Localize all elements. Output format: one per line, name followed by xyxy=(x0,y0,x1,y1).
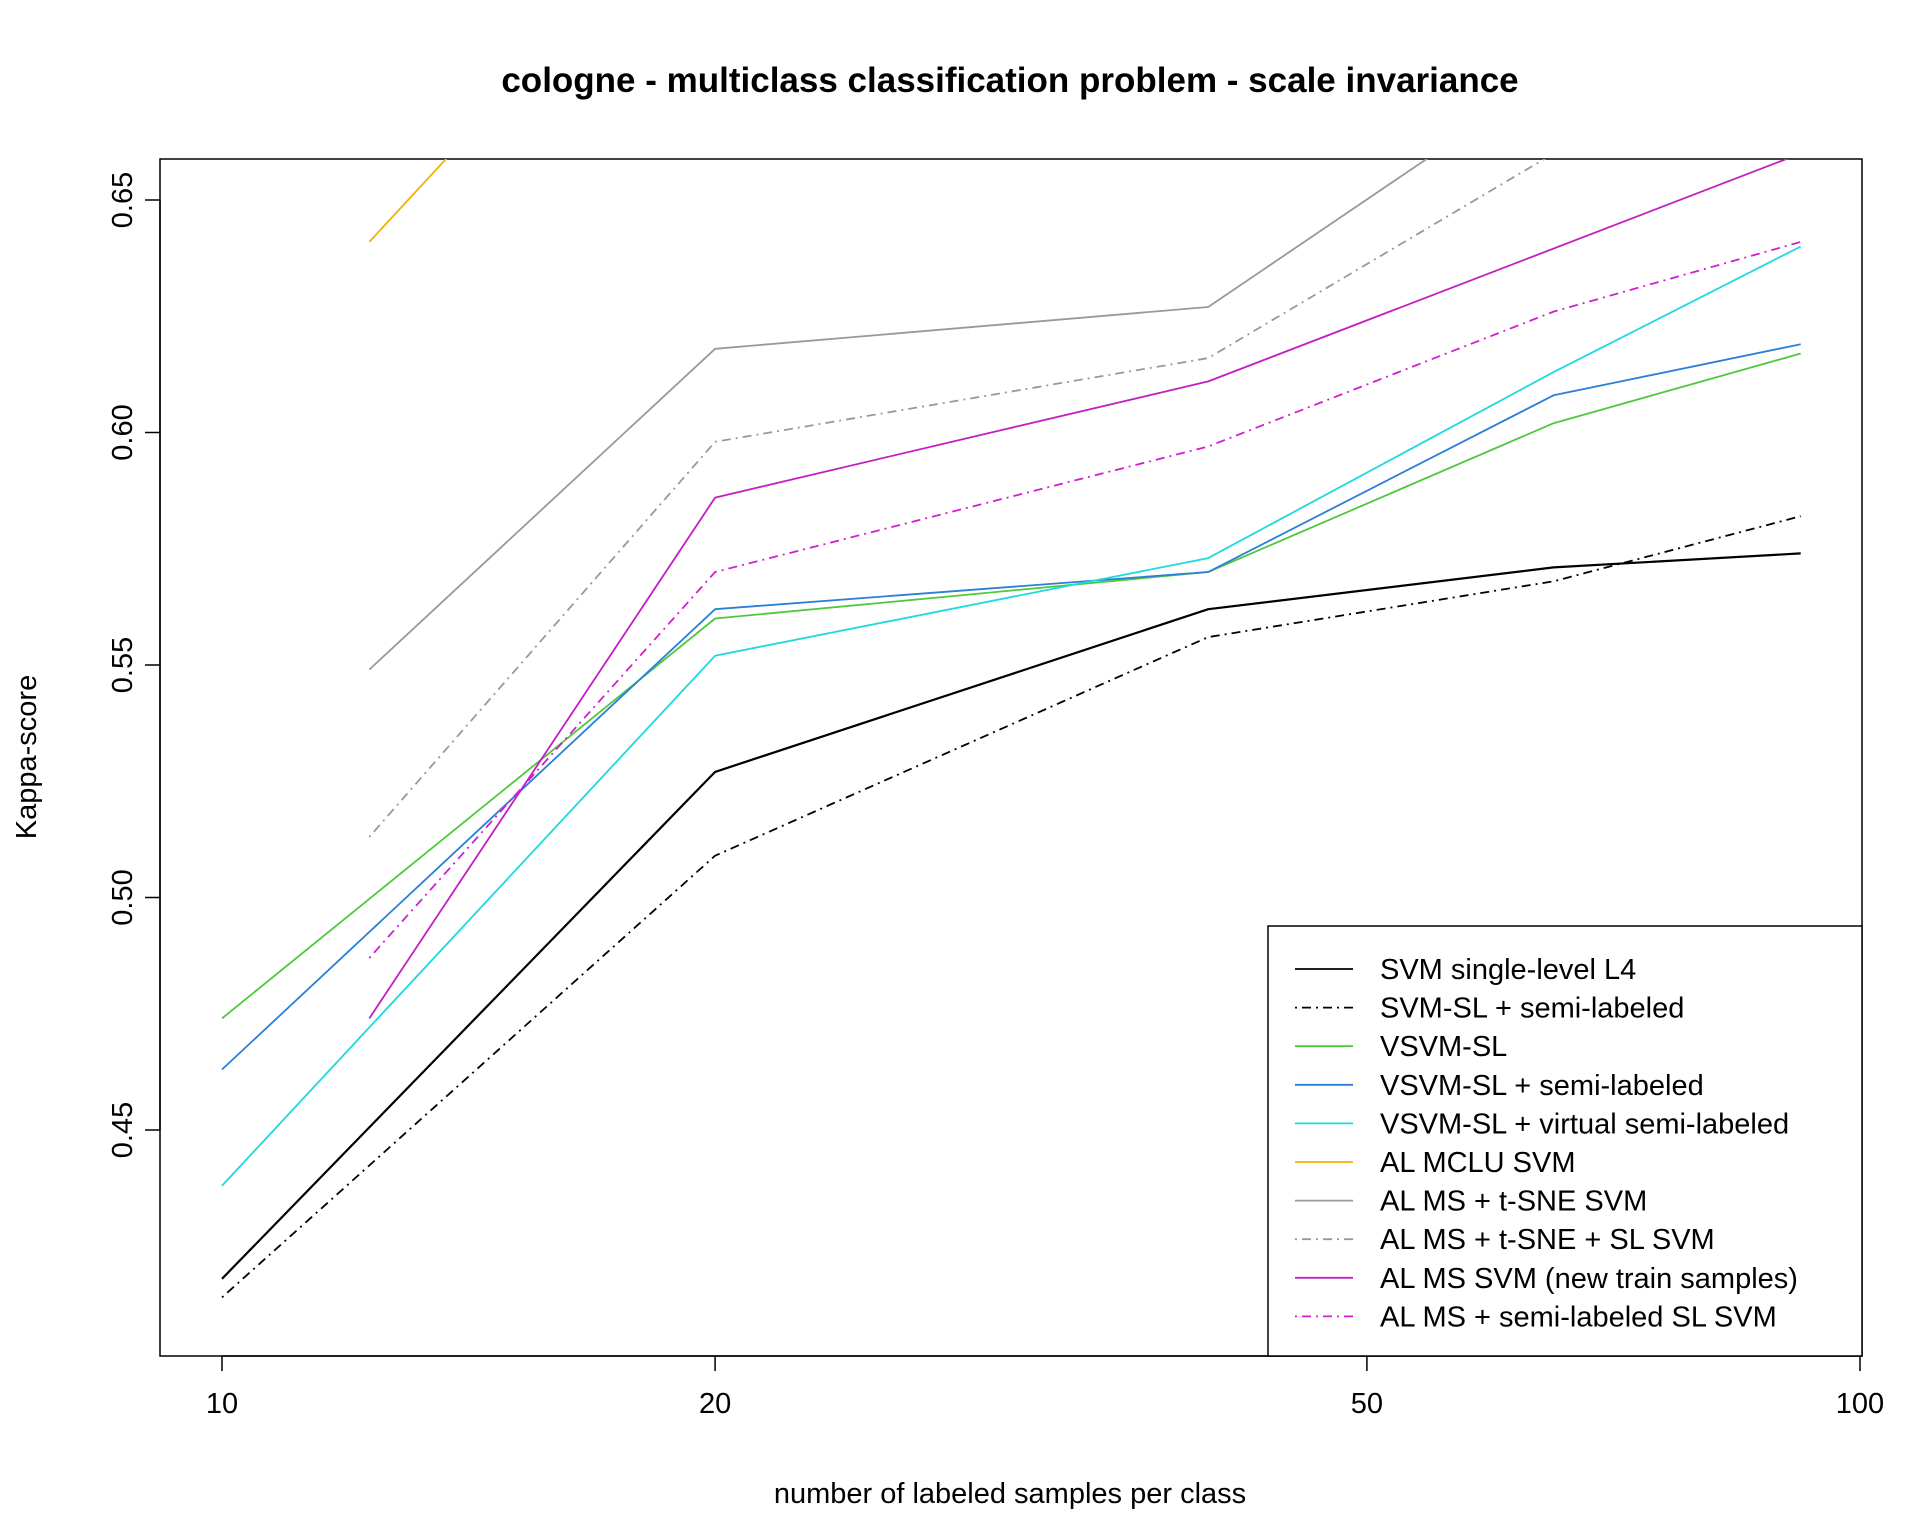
x-tick-label: 20 xyxy=(699,1388,731,1420)
legend-label: VSVM-SL + semi-labeled xyxy=(1380,1070,1704,1102)
y-axis: 0.45 0.50 0.55 0.60 0.65 xyxy=(107,172,161,1158)
series-line-10 xyxy=(368,241,1801,959)
series-layer xyxy=(221,159,1802,1299)
series-line-3 xyxy=(221,352,1801,1020)
y-axis-label: Kappa-score xyxy=(11,675,43,839)
x-tick-label: 10 xyxy=(206,1388,238,1420)
y-tick-label: 0.65 xyxy=(107,172,139,228)
series-line-5 xyxy=(221,245,1802,1187)
legend-label: VSVM-SL + virtual semi-labeled xyxy=(1380,1108,1789,1140)
legend: SVM single-level L4 SVM-SL + semi-labeled… xyxy=(1267,925,1863,1357)
x-tick-label: 100 xyxy=(1836,1388,1884,1420)
legend-label: AL MS + t-SNE + SL SVM xyxy=(1380,1224,1715,1256)
y-tick-label: 0.50 xyxy=(107,869,139,925)
series-line-7 xyxy=(368,159,1429,671)
legend-label: SVM single-level L4 xyxy=(1380,954,1636,986)
legend-label: SVM-SL + semi-labeled xyxy=(1380,993,1684,1025)
legend-label: AL MS + semi-labeled SL SVM xyxy=(1380,1301,1777,1333)
legend-label: AL MCLU SVM xyxy=(1380,1147,1576,1179)
x-tick-label: 50 xyxy=(1351,1388,1383,1420)
series-line-4 xyxy=(221,343,1801,1071)
x-axis: 10 20 50 100 xyxy=(206,1355,1884,1420)
y-tick-label: 0.60 xyxy=(107,404,139,460)
chart-title: cologne - multiclass classification prob… xyxy=(501,61,1518,100)
x-axis-label: number of labeled samples per class xyxy=(774,1478,1246,1510)
series-line-2 xyxy=(221,515,1801,1299)
series-line-1 xyxy=(221,552,1801,1280)
legend-label: AL MS SVM (new train samples) xyxy=(1380,1263,1798,1295)
series-line-9 xyxy=(368,159,1789,1019)
y-tick-label: 0.45 xyxy=(107,1102,139,1158)
series-line-8 xyxy=(368,159,1547,838)
legend-box xyxy=(1267,925,1863,1357)
legend-label: VSVM-SL xyxy=(1380,1031,1507,1063)
y-tick-label: 0.55 xyxy=(107,637,139,693)
legend-label: AL MS + t-SNE SVM xyxy=(1380,1186,1647,1218)
series-line-6 xyxy=(368,159,448,243)
